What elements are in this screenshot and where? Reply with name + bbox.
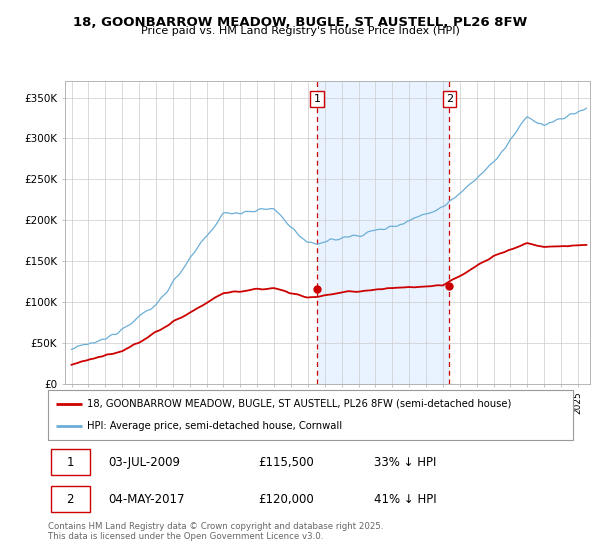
Text: 18, GOONBARROW MEADOW, BUGLE, ST AUSTELL, PL26 8FW: 18, GOONBARROW MEADOW, BUGLE, ST AUSTELL… <box>73 16 527 29</box>
Text: HPI: Average price, semi-detached house, Cornwall: HPI: Average price, semi-detached house,… <box>88 421 343 431</box>
Text: 03-JUL-2009: 03-JUL-2009 <box>109 456 181 469</box>
Text: 1: 1 <box>314 94 320 104</box>
FancyBboxPatch shape <box>50 486 90 512</box>
FancyBboxPatch shape <box>50 449 90 475</box>
Text: 33% ↓ HPI: 33% ↓ HPI <box>373 456 436 469</box>
Text: 18, GOONBARROW MEADOW, BUGLE, ST AUSTELL, PL26 8FW (semi-detached house): 18, GOONBARROW MEADOW, BUGLE, ST AUSTELL… <box>88 399 512 409</box>
Text: £115,500: £115,500 <box>258 456 314 469</box>
Text: 04-MAY-2017: 04-MAY-2017 <box>109 493 185 506</box>
FancyBboxPatch shape <box>48 390 573 440</box>
Text: 2: 2 <box>446 94 453 104</box>
Text: 1: 1 <box>67 456 74 469</box>
Text: 41% ↓ HPI: 41% ↓ HPI <box>373 493 436 506</box>
Text: Price paid vs. HM Land Registry's House Price Index (HPI): Price paid vs. HM Land Registry's House … <box>140 26 460 36</box>
Text: £120,000: £120,000 <box>258 493 314 506</box>
Text: Contains HM Land Registry data © Crown copyright and database right 2025.
This d: Contains HM Land Registry data © Crown c… <box>48 522 383 542</box>
Text: 2: 2 <box>67 493 74 506</box>
